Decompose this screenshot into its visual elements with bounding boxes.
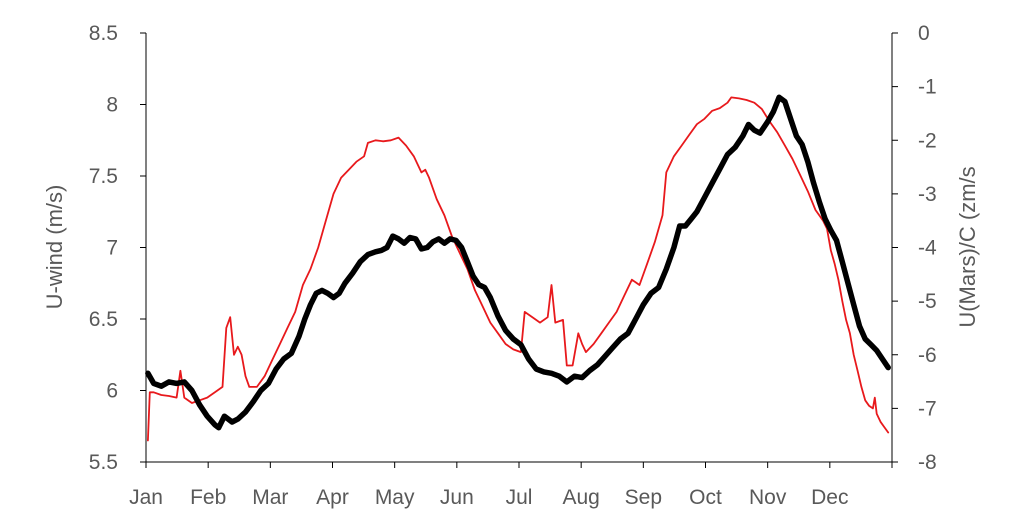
x-tick-label: Jun: [440, 486, 474, 509]
y-axis-title: U-wind (m/s): [42, 185, 67, 310]
y2-tick-label: -4: [918, 237, 937, 260]
y-tick-label: 6.5: [89, 308, 118, 331]
y2-tick-label: -2: [918, 129, 937, 152]
x-tick-label: Aug: [562, 486, 599, 509]
series-layer: [145, 94, 891, 442]
y2-tick-label: -1: [918, 76, 937, 99]
y2-tick-label: 0: [918, 22, 930, 45]
x-tick-label: Dec: [811, 486, 848, 509]
x-tick-label: Nov: [749, 486, 787, 509]
series-line-u-wind: [145, 94, 891, 431]
y2-tick-label: -5: [918, 290, 937, 313]
x-tick-label: Jan: [129, 486, 163, 509]
y2-tick-label: -3: [918, 183, 937, 206]
y-tick-label: 6: [106, 380, 118, 403]
y-tick-label: 7: [106, 237, 118, 260]
y-tick-label: 8.5: [89, 22, 118, 45]
tick-marks: [140, 32, 898, 468]
x-tick-label: Jul: [506, 486, 533, 509]
x-tick-label: Sep: [625, 486, 662, 509]
y2-tick-label: -6: [918, 344, 937, 367]
x-tick-label: Apr: [316, 486, 349, 509]
y-tick-label: 7.5: [89, 165, 118, 188]
x-tick-label: Mar: [252, 486, 288, 509]
left-tick-labels: 5.5 6 6.5 7 7.5 8 8.5: [89, 22, 118, 474]
y2-tick-label: -7: [918, 397, 937, 420]
y-tick-label: 8: [106, 94, 118, 117]
x-tick-label: May: [375, 486, 415, 509]
y-tick-label: 5.5: [89, 451, 118, 474]
series-line-u-mars: [147, 96, 890, 442]
right-tick-labels: -8 -7 -6 -5 -4 -3 -2 -1 0: [918, 22, 937, 474]
x-tick-labels: Jan Feb Mar Apr May Jun Jul Aug Sep Oct Nov Dec: [129, 486, 848, 509]
y2-axis-title: U(Mars)/C (zm/s: [955, 166, 980, 327]
x-tick-label: Feb: [190, 486, 226, 509]
x-tick-label: Oct: [689, 486, 722, 509]
y2-tick-label: -8: [918, 451, 937, 474]
